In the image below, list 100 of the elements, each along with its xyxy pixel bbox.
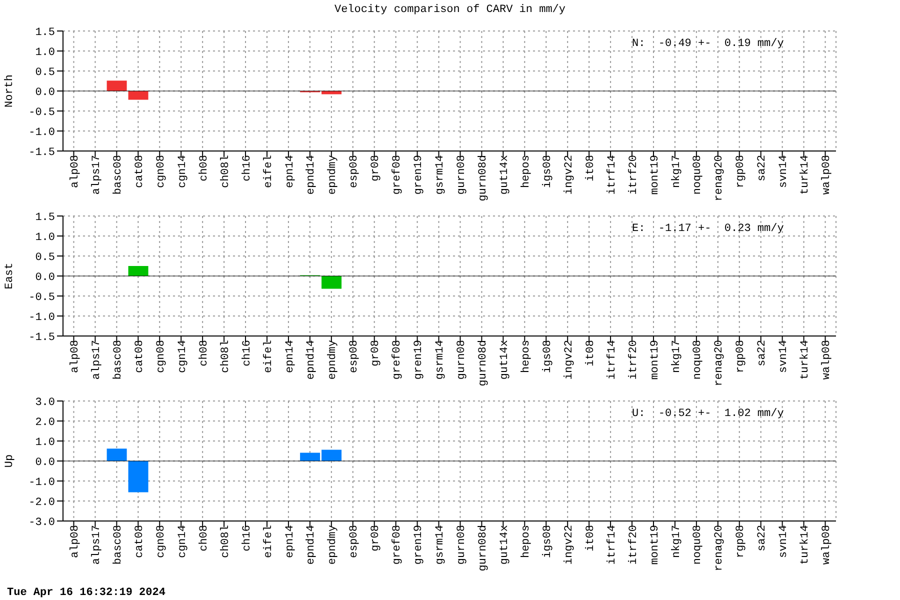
x-tick-label: hepos	[520, 155, 532, 188]
y-tick-label: -0.5	[28, 106, 55, 119]
y-tick-label: -1.5	[28, 332, 55, 344]
x-tick-label: svn14	[778, 154, 790, 188]
x-tick-label: basc08	[112, 340, 124, 380]
x-tick-label: hepos	[520, 340, 532, 374]
x-tick-label: gut14x	[498, 340, 511, 380]
x-tick-label: ch16	[241, 340, 254, 366]
x-tick-label: rgp08	[735, 340, 748, 374]
x-tick-label: epn14	[284, 340, 296, 374]
x-tick-label: nkg17	[670, 155, 683, 188]
x-tick-label: noqu08	[692, 155, 704, 195]
y-tick-label: -1.0	[28, 126, 55, 139]
x-tick-label: epnd14	[306, 524, 318, 565]
x-tick-label: itrf14	[606, 524, 618, 565]
x-tick-label: gurn08	[456, 155, 468, 195]
x-tick-label: cgn14	[176, 340, 189, 374]
y-tick-label: -1.5	[28, 146, 55, 159]
x-tick-label: noqu08	[692, 340, 704, 380]
x-tick-label: itrf20	[628, 155, 640, 195]
x-tick-label: gut14x	[498, 524, 511, 565]
x-tick-label: gurn08d	[478, 525, 490, 572]
x-tick-label: gsrm14	[434, 524, 447, 565]
x-tick-label: gr08	[370, 525, 382, 552]
x-tick-label: sa22	[756, 525, 769, 552]
x-tick-label: svn14	[778, 340, 790, 374]
x-tick-label: cgn08	[155, 525, 168, 558]
x-tick-label: renag20	[714, 525, 726, 572]
x-tick-label: noqu08	[692, 525, 704, 565]
x-tick-label: turk14	[800, 524, 812, 565]
x-tick-label: alps17	[91, 155, 104, 195]
x-tick-label: gren19	[413, 525, 426, 565]
text: Tue Apr 16 16:32:19 2024	[7, 587, 166, 600]
bar	[322, 276, 342, 289]
x-tick-label: gren19	[413, 155, 426, 195]
x-tick-label: nkg17	[670, 340, 683, 374]
y-axis-title: North	[4, 74, 16, 108]
x-tick-label: cgn14	[176, 524, 189, 558]
x-tick-label: esp08	[348, 525, 361, 558]
x-tick-label: itrf20	[628, 340, 640, 380]
x-tick-label: gsrm14	[434, 340, 447, 380]
x-tick-label: cgn08	[155, 155, 168, 188]
y-tick-label: 0.0	[35, 272, 55, 284]
x-tick-label: itrf20	[628, 525, 640, 565]
x-tick-label: eifel	[262, 340, 275, 374]
x-tick-label: ingv22	[563, 340, 576, 380]
x-tick-label: ingv22	[563, 525, 576, 565]
x-tick-label: epndmy	[327, 524, 340, 565]
bar	[128, 461, 148, 492]
x-tick-label: walp08	[821, 340, 834, 380]
x-tick-label: cat08	[134, 155, 146, 188]
x-tick-label: esp08	[348, 155, 361, 188]
x-tick-label: sa22	[756, 340, 769, 366]
x-tick-label: mont19	[649, 525, 662, 565]
x-tick-label: igs08	[542, 525, 554, 558]
y-tick-label: 1.0	[35, 436, 55, 449]
x-tick-label: it08	[584, 155, 597, 182]
x-tick-label: walp08	[821, 525, 834, 565]
y-axis-title: Up	[4, 454, 16, 468]
x-tick-label: turk14	[800, 154, 812, 195]
y-tick-label: 0.0	[35, 456, 55, 469]
x-tick-label: renag20	[714, 340, 726, 386]
y-tick-label: 2.0	[35, 416, 55, 429]
x-tick-label: gurn08	[456, 525, 468, 565]
x-tick-label: gurn08	[456, 340, 468, 380]
x-tick-label: mont19	[649, 340, 662, 380]
x-tick-label: eifel	[262, 525, 275, 558]
x-tick-label: esp08	[348, 340, 361, 374]
y-axis-title: East	[4, 262, 16, 290]
x-tick-label: rgp08	[735, 525, 748, 558]
x-tick-label: ingv22	[563, 155, 576, 195]
x-tick-label: ch16	[241, 525, 254, 552]
x-tick-label: ch08l	[220, 155, 232, 188]
x-tick-label: basc08	[112, 155, 124, 195]
y-tick-label: 1.0	[35, 232, 55, 244]
x-tick-label: epnd14	[306, 340, 318, 380]
x-tick-label: epndmy	[327, 340, 340, 380]
x-tick-label: sa22	[756, 155, 769, 182]
y-tick-label: 0.0	[35, 86, 55, 99]
y-tick-label: -2.0	[28, 496, 55, 509]
x-tick-label: gr08	[370, 340, 382, 366]
x-tick-label: walp08	[821, 155, 834, 195]
y-tick-label: -1.0	[28, 476, 55, 489]
x-tick-label: itrf14	[606, 154, 618, 195]
x-tick-label: ch08l	[220, 525, 232, 558]
y-tick-label: -3.0	[28, 516, 55, 529]
x-tick-label: ch08	[198, 525, 210, 552]
x-tick-label: hepos	[520, 525, 532, 558]
y-tick-label: -0.5	[28, 292, 55, 304]
x-tick-label: ch08	[198, 155, 210, 182]
x-tick-label: gr08	[370, 155, 382, 182]
annotation: N: -0.49 +- 0.19 mm/y	[632, 38, 784, 50]
x-tick-label: alps17	[91, 525, 104, 565]
x-tick-label: alp08	[70, 340, 82, 374]
x-tick-label: alps17	[91, 340, 104, 380]
x-tick-label: ch16	[241, 155, 254, 182]
chart-title: Velocity comparison of CARV in mm/y	[333, 3, 567, 18]
y-tick-label: 0.5	[35, 66, 55, 79]
x-tick-label: cat08	[134, 525, 146, 558]
x-tick-label: it08	[584, 340, 597, 366]
